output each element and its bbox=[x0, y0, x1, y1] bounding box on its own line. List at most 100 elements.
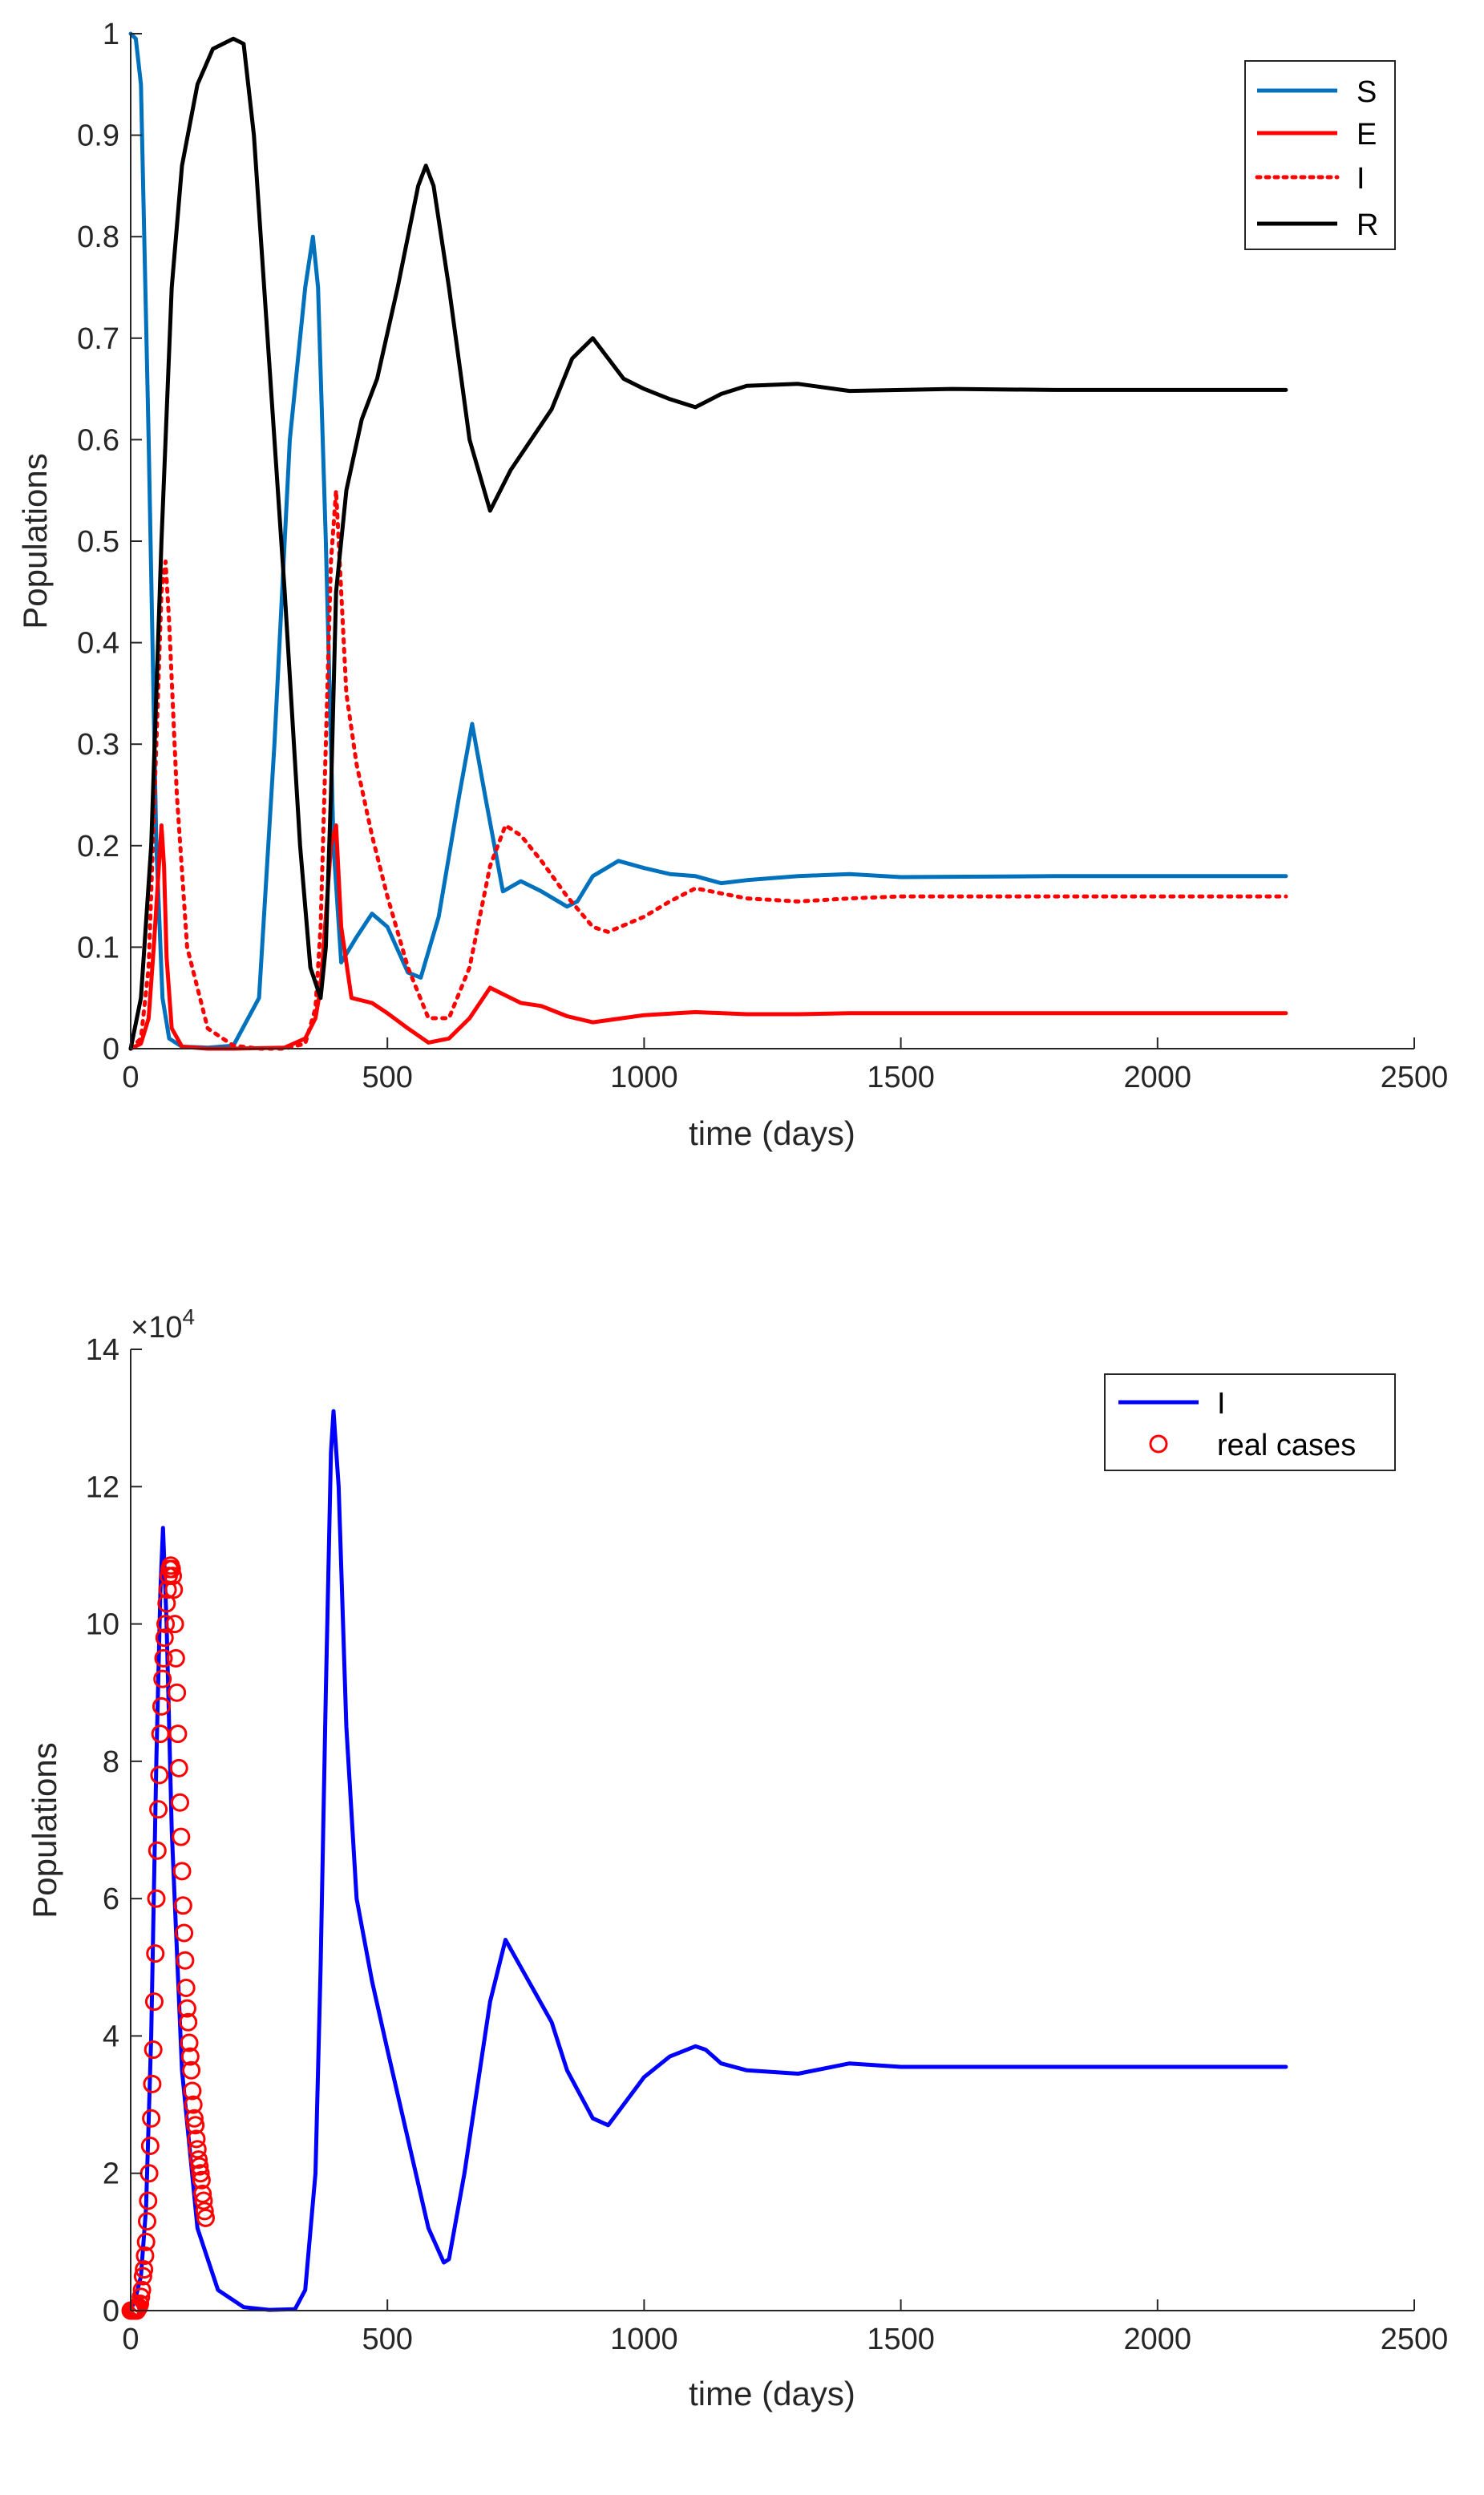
data-point-real-cases bbox=[169, 1758, 188, 1777]
data-point-real-cases bbox=[175, 1923, 194, 1943]
infected-x-tick-label: 1500 bbox=[867, 2323, 935, 2356]
seir-ticks: 0 500 1000 1500 2000 2500 0 0.1 0.2 0.3 0.4 0.5 0.6 0… bbox=[77, 18, 1448, 1094]
infected-y-tick-label: 0 bbox=[103, 2295, 119, 2328]
data-point-real-cases bbox=[143, 2074, 162, 2093]
infected-y-tick-label: 14 bbox=[86, 1333, 119, 1367]
seir-series-group bbox=[128, 31, 1288, 1051]
seir-y-tick-label: 0.9 bbox=[77, 119, 119, 153]
legend-label-r: R bbox=[1357, 208, 1378, 242]
data-point-real-cases bbox=[184, 2095, 203, 2114]
data-point-real-cases bbox=[187, 2129, 206, 2149]
data-point-real-cases bbox=[137, 2212, 156, 2231]
legend-label-s: S bbox=[1357, 75, 1377, 109]
data-point-real-cases bbox=[155, 1628, 174, 1648]
seir-x-tick-label: 500 bbox=[362, 1061, 412, 1094]
data-point-real-cases bbox=[140, 2136, 160, 2155]
legend-label-i-model: I bbox=[1217, 1387, 1226, 1421]
legend-label-e: E bbox=[1357, 118, 1377, 152]
data-point-real-cases bbox=[156, 1615, 176, 1634]
seir-y-axis-label: Populations bbox=[16, 453, 54, 629]
data-point-real-cases bbox=[162, 1559, 181, 1579]
infected-x-axis-label: time (days) bbox=[689, 2375, 855, 2412]
infected-y-tick-label: 10 bbox=[86, 1608, 119, 1642]
seir-x-tick-label: 1000 bbox=[610, 1061, 678, 1094]
seir-y-tick-label: 0.4 bbox=[77, 627, 119, 661]
seir-x-tick-label: 2000 bbox=[1124, 1061, 1192, 1094]
data-point-real-cases bbox=[168, 1725, 188, 1744]
data-point-real-cases bbox=[177, 1999, 196, 2018]
data-point-real-cases bbox=[152, 1696, 171, 1716]
seir-x-tick-label: 2500 bbox=[1381, 1061, 1449, 1094]
data-point-real-cases bbox=[184, 2109, 204, 2128]
data-point-real-cases bbox=[179, 2012, 198, 2032]
seir-legend: S E I R bbox=[1244, 60, 1396, 250]
series-line-r bbox=[128, 36, 1288, 1051]
series-line-i bbox=[128, 1409, 1288, 2313]
data-point-real-cases bbox=[166, 1648, 185, 1668]
data-point-real-cases bbox=[176, 1951, 195, 1970]
seir-y-tick-label: 0.5 bbox=[77, 525, 119, 559]
infected-y-axis-label: Populations bbox=[26, 1742, 63, 1919]
data-point-real-cases bbox=[183, 2081, 202, 2101]
data-point-real-cases bbox=[180, 2047, 200, 2066]
seir-panel: 0 500 1000 1500 2000 2500 0 0.1 0.2 0.3 0.4 0.5 0.6 0… bbox=[16, 18, 1448, 1152]
data-point-real-cases bbox=[131, 2294, 150, 2313]
infected-y-tick-label: 8 bbox=[103, 1745, 119, 1779]
seir-y-tick-label: 0.6 bbox=[77, 423, 119, 457]
infected-ticks: 0 500 1000 1500 2000 2500 0 2 4 6 8 10 12 14 bbox=[86, 1333, 1449, 2356]
seir-x-tick-label: 1500 bbox=[867, 1061, 935, 1094]
seir-y-tick-label: 0 bbox=[103, 1033, 119, 1066]
legend-label-real-cases: real cases bbox=[1217, 1429, 1356, 1462]
seir-y-tick-label: 1 bbox=[103, 18, 119, 51]
data-point-real-cases bbox=[190, 2157, 209, 2176]
data-point-real-cases bbox=[133, 2267, 152, 2286]
infected-legend: I real cases bbox=[1104, 1373, 1396, 1471]
seir-y-tick-label: 0.2 bbox=[77, 830, 119, 863]
data-point-real-cases bbox=[188, 2140, 207, 2159]
infected-x-tick-label: 2000 bbox=[1124, 2323, 1192, 2356]
data-point-real-cases bbox=[164, 1580, 184, 1599]
infected-x-tick-label: 2500 bbox=[1381, 2323, 1449, 2356]
data-point-real-cases bbox=[176, 1978, 196, 1997]
seir-y-tick-label: 0.7 bbox=[77, 322, 119, 356]
legend-marker-real-cases bbox=[1149, 1434, 1168, 1454]
data-point-real-cases bbox=[173, 1896, 192, 1915]
data-point-real-cases bbox=[153, 1669, 172, 1688]
data-point-real-cases bbox=[196, 2208, 215, 2227]
seir-x-tick-label: 0 bbox=[122, 1061, 139, 1094]
data-point-real-cases bbox=[139, 2191, 158, 2210]
data-point-real-cases bbox=[164, 1567, 183, 1586]
seir-y-tick-label: 0.3 bbox=[77, 728, 119, 762]
infected-y-tick-label: 12 bbox=[86, 1470, 119, 1504]
data-point-real-cases bbox=[149, 1800, 168, 1819]
data-point-real-cases bbox=[195, 2202, 214, 2221]
data-point-real-cases bbox=[151, 1725, 170, 1744]
infected-x-tick-label: 1000 bbox=[610, 2323, 678, 2356]
data-point-real-cases bbox=[142, 2109, 161, 2128]
data-point-real-cases bbox=[135, 2246, 155, 2265]
legend-label-i: I bbox=[1357, 162, 1365, 196]
seir-x-axis-label: time (days) bbox=[689, 1114, 855, 1152]
data-point-real-cases bbox=[172, 1862, 192, 1881]
data-point-real-cases bbox=[172, 1827, 191, 1846]
y-exponent-base: ×10 bbox=[131, 1311, 182, 1345]
infected-y-tick-label: 2 bbox=[103, 2157, 119, 2191]
infected-y-tick-label: 6 bbox=[103, 1882, 119, 1916]
seir-y-tick-label: 0.1 bbox=[77, 931, 119, 964]
data-point-real-cases bbox=[192, 2170, 211, 2190]
infected-x-tick-label: 500 bbox=[362, 2323, 412, 2356]
data-point-real-cases bbox=[191, 2164, 210, 2183]
data-point-real-cases bbox=[132, 2280, 152, 2299]
data-point-real-cases bbox=[148, 1841, 167, 1860]
data-point-real-cases bbox=[168, 1683, 187, 1702]
data-point-real-cases bbox=[144, 2040, 163, 2060]
data-point-real-cases bbox=[165, 1615, 184, 1634]
data-point-real-cases bbox=[144, 1992, 164, 2012]
y-exponent-power: 4 bbox=[182, 1304, 195, 1329]
data-point-real-cases bbox=[182, 2060, 201, 2080]
data-point-real-cases bbox=[150, 1765, 169, 1785]
infected-x-tick-label: 0 bbox=[122, 2323, 139, 2356]
data-point-real-cases bbox=[180, 2033, 199, 2052]
series-line-i bbox=[128, 488, 1288, 1051]
